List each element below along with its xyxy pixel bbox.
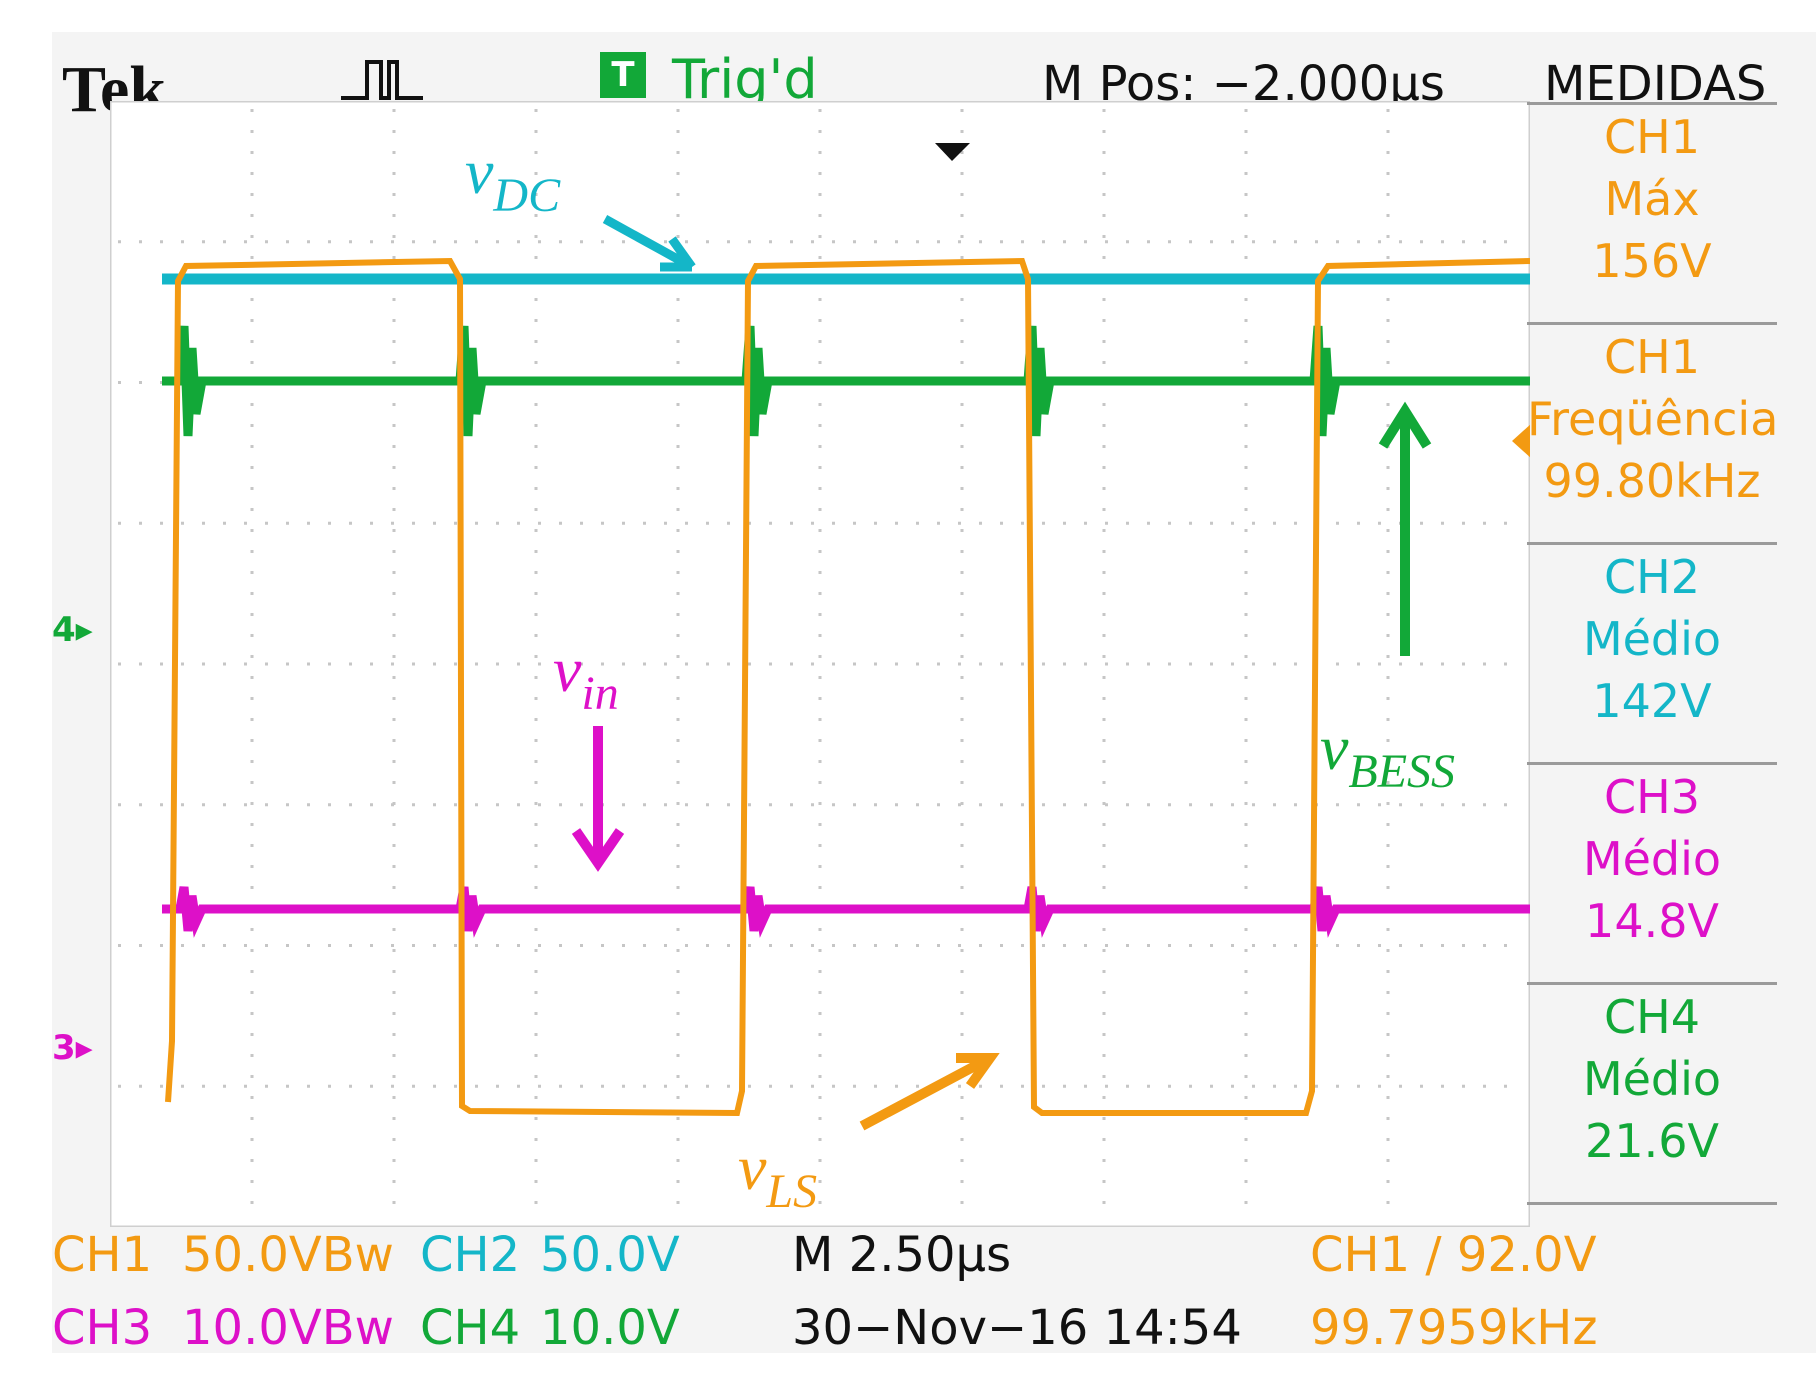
- waveform-display: vDC vBESS vin vLS: [110, 101, 1530, 1227]
- ch2-scale: 50.0V: [540, 1227, 680, 1283]
- measurement-divider: [1527, 982, 1777, 985]
- ch1-vls-trace: [165, 257, 1530, 1117]
- oscilloscope-screenshot: Tek T Trig'd M Pos: −2.000μs MEDIDAS vDC…: [52, 32, 1816, 1356]
- trigger-setting: CH1 ∕ 92.0V: [1310, 1227, 1597, 1283]
- acquisition-icon: [341, 60, 423, 100]
- measurement-divider: [1527, 762, 1777, 765]
- ch3-scale: 10.0VBw: [182, 1300, 394, 1356]
- vdc-arrow-icon: [602, 215, 696, 272]
- ch2-name: CH2: [420, 1227, 521, 1283]
- ch4-marker: 4▸: [52, 610, 93, 650]
- ch3-vin-trace: [162, 886, 1530, 938]
- ch4-scale: 10.0V: [540, 1300, 680, 1356]
- measurement-divider: [1527, 322, 1777, 325]
- datetime: 30−Nov−16 14:54: [792, 1300, 1242, 1356]
- ch4-name: CH4: [420, 1300, 521, 1356]
- ch1-name: CH1: [52, 1227, 153, 1283]
- measurement-divider: [1527, 102, 1777, 105]
- vls-label: vLS: [738, 1132, 817, 1218]
- ch1-trigger-level-icon: [1512, 424, 1530, 458]
- vdc-label: vDC: [465, 136, 561, 222]
- trigger-frequency: 99.7959kHz: [1310, 1300, 1598, 1356]
- measurement-ch2-mean: CH2 Médio 142V: [1582, 550, 1722, 728]
- ch1-scale: 50.0VBw: [182, 1227, 394, 1283]
- measurement-divider: [1527, 542, 1777, 545]
- ch3-name: CH3: [52, 1300, 153, 1356]
- measurement-ch1-max: CH1 Máx 156V: [1592, 110, 1712, 288]
- vbess-arrow-icon: [1378, 401, 1432, 656]
- trigger-status-icon: T: [600, 52, 646, 98]
- measurement-ch3-mean: CH3 Médio 14.8V: [1582, 770, 1722, 948]
- measurement-ch4-mean: CH4 Médio 21.6V: [1582, 990, 1722, 1168]
- ch3-marker: 3▸: [52, 1028, 93, 1068]
- graticule: [118, 109, 1522, 1219]
- trigger-position-icon: [935, 143, 970, 161]
- vbess-label: vBESS: [1320, 712, 1455, 798]
- vin-label: vin: [553, 634, 619, 720]
- measurement-ch1-frequency: CH1 Freqüência 99.80kHz: [1527, 330, 1779, 508]
- vls-arrow-icon: [859, 1053, 1000, 1131]
- vin-arrow-icon: [571, 726, 625, 872]
- timebase: M 2.50μs: [792, 1227, 1012, 1283]
- measurement-divider: [1527, 1202, 1777, 1205]
